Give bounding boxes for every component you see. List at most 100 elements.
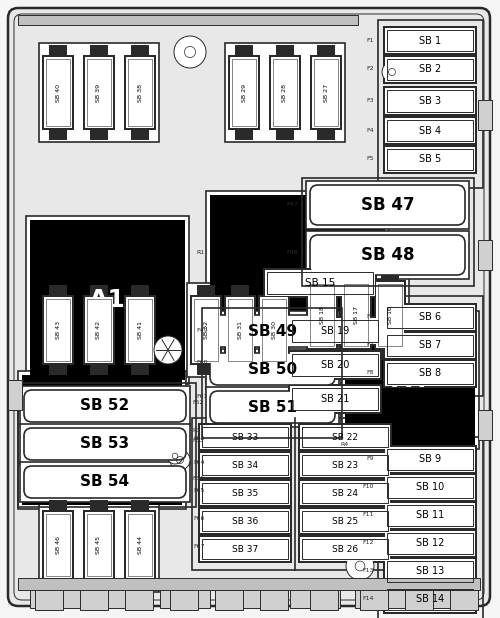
Bar: [376, 282, 404, 348]
Bar: [385, 531, 475, 556]
Bar: [18, 383, 196, 507]
Bar: [317, 128, 335, 140]
Text: F67: F67: [193, 544, 204, 549]
Bar: [387, 307, 473, 328]
Bar: [300, 425, 390, 449]
Bar: [198, 423, 292, 451]
Bar: [387, 449, 473, 470]
Bar: [39, 43, 159, 142]
Bar: [383, 359, 477, 388]
Bar: [206, 311, 339, 351]
Text: F1: F1: [366, 38, 374, 43]
Bar: [202, 539, 288, 559]
Bar: [478, 410, 492, 440]
Bar: [200, 537, 290, 561]
Text: F48: F48: [286, 250, 298, 255]
Text: F13: F13: [362, 569, 374, 574]
Text: SB 11: SB 11: [416, 510, 444, 520]
Bar: [302, 483, 388, 503]
FancyBboxPatch shape: [24, 428, 186, 460]
Bar: [271, 57, 299, 128]
Bar: [383, 529, 477, 558]
Text: SB 50: SB 50: [248, 362, 297, 376]
Bar: [298, 535, 392, 563]
Bar: [387, 59, 473, 80]
Text: SB 12: SB 12: [416, 538, 444, 549]
Bar: [341, 311, 479, 449]
Bar: [383, 26, 477, 55]
Text: F8: F8: [366, 371, 374, 376]
Bar: [83, 295, 115, 365]
Text: R1: R1: [196, 250, 204, 255]
Text: F2: F2: [366, 67, 374, 72]
Bar: [387, 30, 473, 51]
Text: SB 41: SB 41: [138, 321, 142, 339]
Bar: [215, 590, 243, 610]
Text: SB 48: SB 48: [361, 246, 414, 264]
Bar: [30, 590, 80, 608]
Bar: [232, 59, 256, 126]
Bar: [83, 55, 115, 130]
Circle shape: [167, 448, 183, 464]
Bar: [231, 285, 249, 297]
Bar: [131, 578, 149, 590]
Bar: [44, 57, 72, 128]
FancyBboxPatch shape: [310, 235, 465, 275]
Bar: [478, 100, 492, 130]
Bar: [387, 90, 473, 112]
Bar: [202, 511, 288, 531]
Bar: [317, 45, 335, 57]
Bar: [383, 145, 477, 174]
Bar: [206, 349, 339, 389]
Bar: [387, 589, 473, 610]
Bar: [202, 455, 288, 475]
Text: F52: F52: [192, 400, 203, 405]
Bar: [302, 539, 388, 559]
Text: F54: F54: [192, 476, 203, 481]
Bar: [198, 507, 292, 535]
Bar: [387, 505, 473, 526]
Bar: [124, 55, 156, 130]
Bar: [298, 479, 392, 507]
Bar: [87, 59, 111, 126]
Text: F61: F61: [196, 394, 207, 399]
Bar: [302, 178, 474, 286]
Text: SB 52: SB 52: [80, 399, 130, 413]
Bar: [258, 295, 290, 365]
Text: A1: A1: [89, 288, 126, 312]
Bar: [18, 578, 480, 590]
Bar: [225, 590, 275, 608]
Bar: [260, 297, 288, 363]
Bar: [276, 128, 294, 140]
Bar: [387, 561, 473, 582]
Bar: [190, 295, 222, 365]
Bar: [383, 303, 477, 332]
Text: SB 10: SB 10: [416, 483, 444, 493]
Text: SB 3: SB 3: [419, 96, 441, 106]
Bar: [192, 297, 220, 363]
Bar: [267, 272, 373, 294]
Bar: [360, 590, 388, 610]
Bar: [202, 308, 342, 438]
Text: F14: F14: [362, 596, 374, 601]
Bar: [126, 57, 154, 128]
Bar: [314, 59, 338, 126]
Bar: [298, 507, 392, 535]
Text: F7: F7: [366, 342, 374, 347]
Circle shape: [382, 62, 402, 82]
Bar: [198, 479, 292, 507]
Bar: [197, 363, 215, 375]
Bar: [20, 386, 190, 426]
Bar: [303, 268, 409, 362]
Bar: [347, 270, 365, 282]
Bar: [385, 57, 475, 82]
Bar: [206, 191, 389, 384]
Bar: [235, 45, 253, 57]
Bar: [288, 316, 382, 346]
Bar: [385, 118, 475, 143]
Bar: [200, 453, 290, 477]
Text: F53: F53: [192, 439, 203, 444]
Text: SB 2: SB 2: [419, 64, 441, 75]
Text: F11: F11: [362, 512, 374, 517]
Text: F66: F66: [193, 517, 204, 522]
